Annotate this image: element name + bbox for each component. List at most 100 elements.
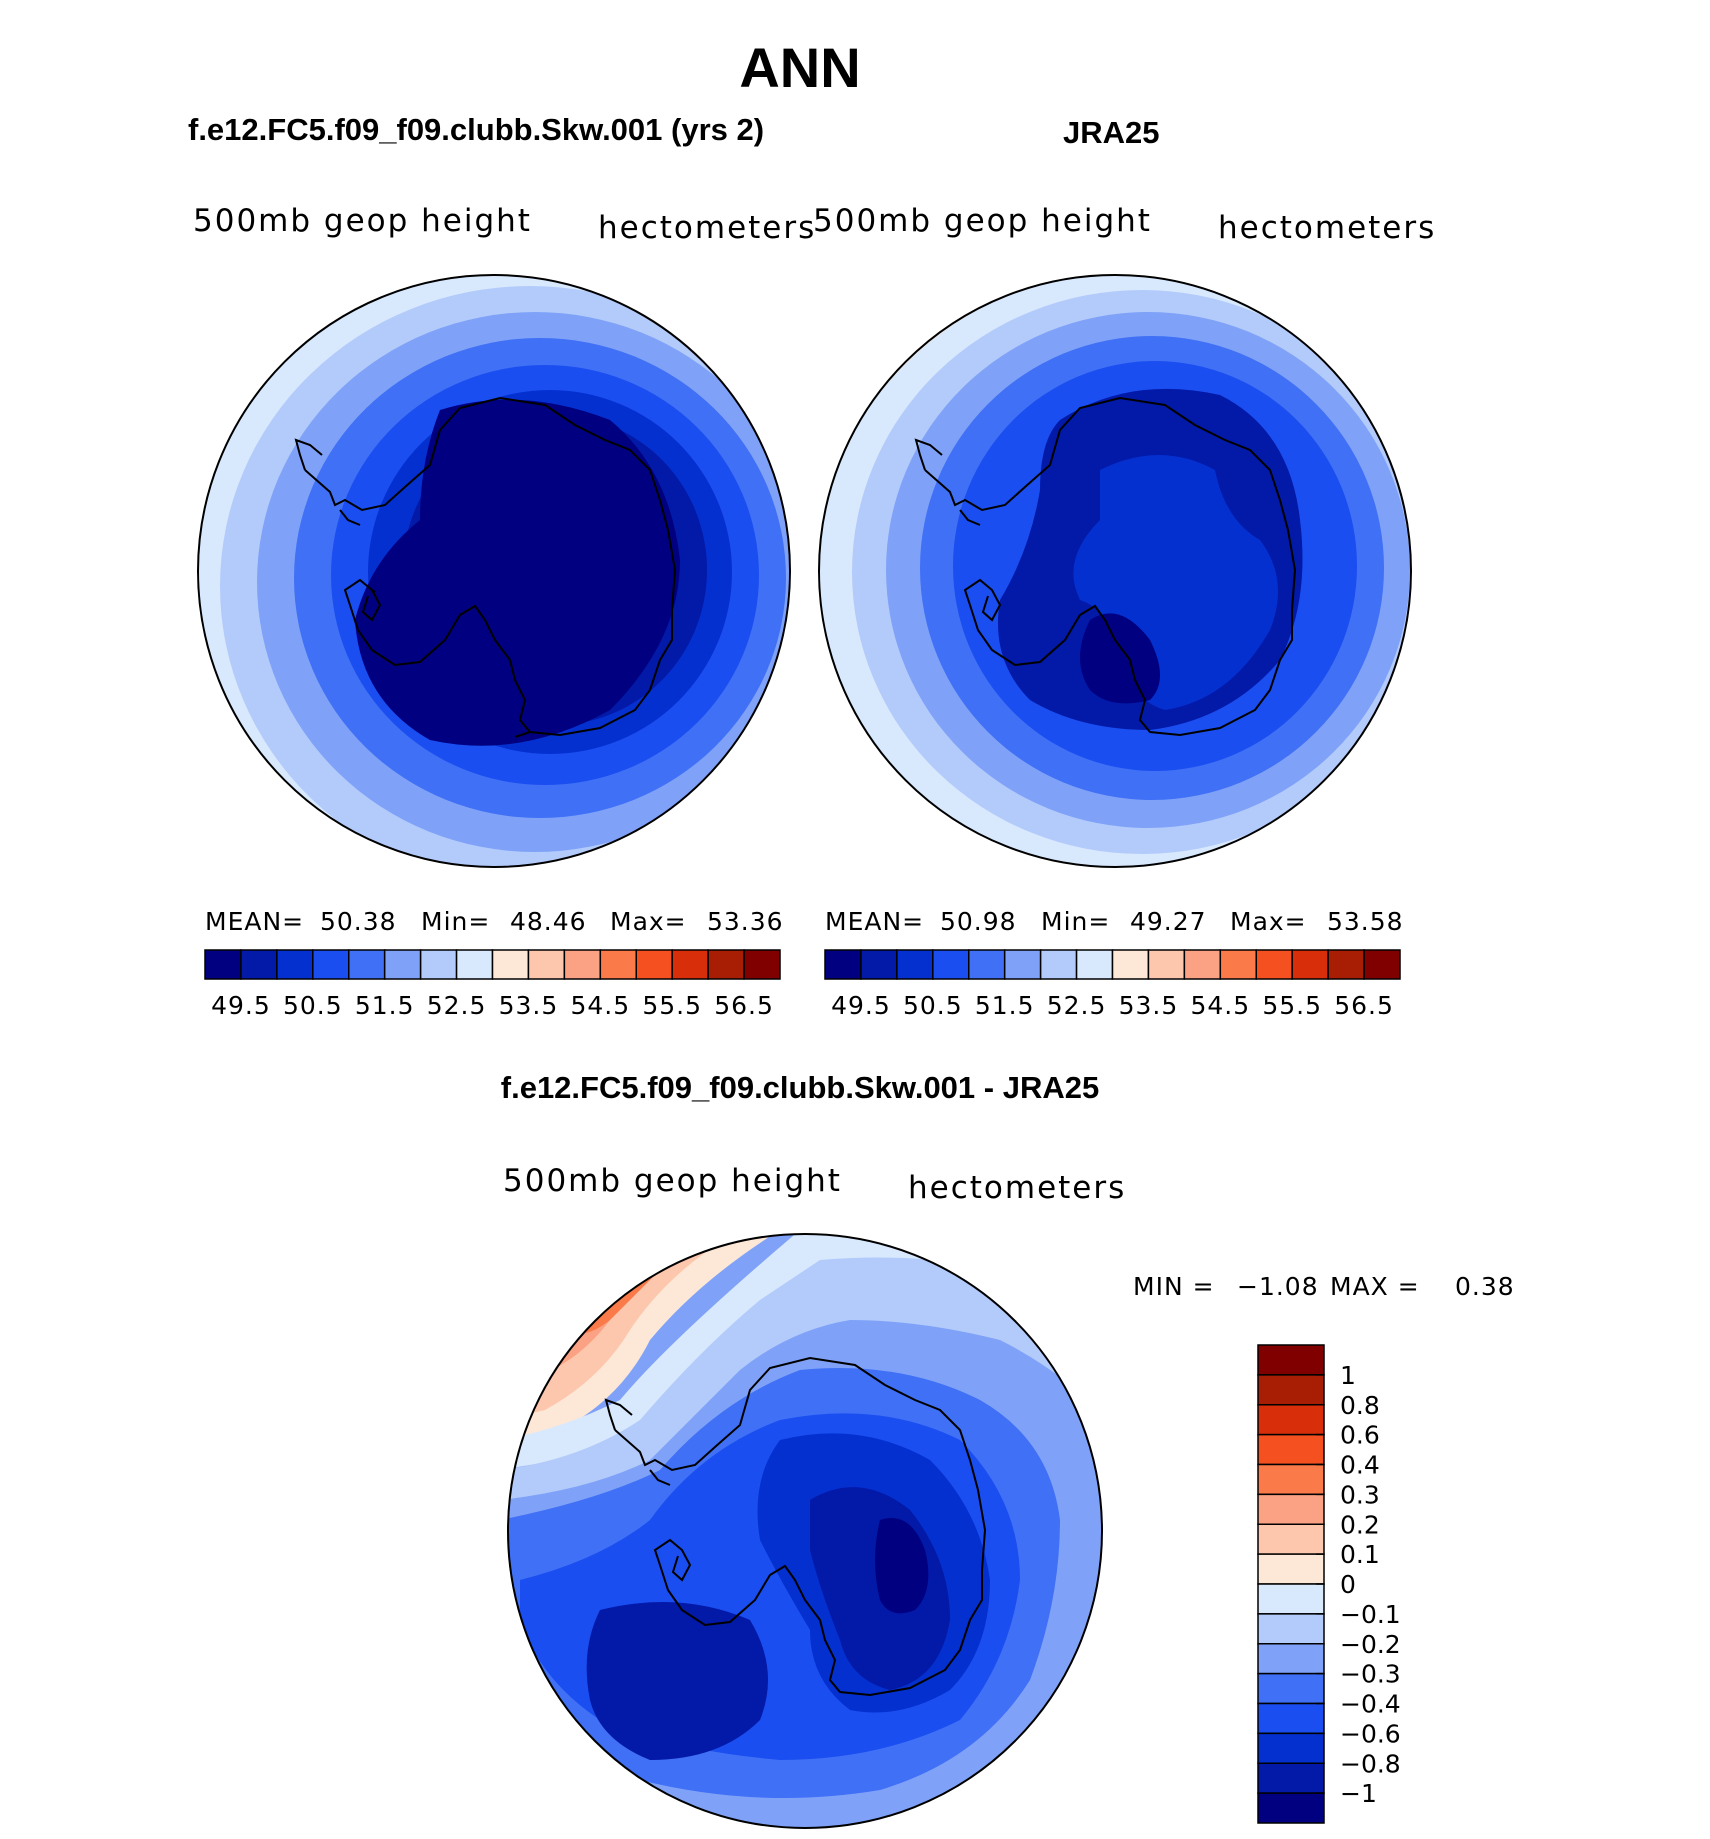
panel1-colorbar-swatch <box>635 949 673 980</box>
panel3-min-value: −1.08 <box>1237 1272 1319 1301</box>
panel1-antarctica-coastline <box>294 396 677 738</box>
panel2-antarctica-coastline <box>914 396 1297 737</box>
diff-colorbar-tick-label: 0.2 <box>1340 1510 1380 1539</box>
diff-colorbar-swatch <box>1257 1374 1325 1406</box>
diff-colorbar-tick-label: −0.4 <box>1340 1690 1401 1719</box>
panel2-min-label: Min= <box>1041 907 1111 936</box>
panel2-units-label: hectometers <box>1218 210 1437 246</box>
panel1-polar-map <box>198 275 790 867</box>
panel2-colorbar-swatch <box>860 949 898 980</box>
panel1-min-label: Min= <box>421 907 491 936</box>
diff-colorbar-tick-label: 0.4 <box>1340 1451 1380 1480</box>
panel1-colorbar-swatch <box>671 949 709 980</box>
panel1-colorbar-tick-label: 54.5 <box>570 991 630 1020</box>
diff-colorbar-swatch <box>1257 1792 1325 1824</box>
panel2-colorbar: 49.5 50.5 51.5 52.5 53.5 54.5 55.5 56.5 <box>824 949 1401 1020</box>
diff-colorbar-tick-label: −0.3 <box>1340 1660 1401 1689</box>
panel2-max-value: 53.58 <box>1327 907 1404 936</box>
diff-colorbar-tick-label: −1 <box>1340 1779 1377 1808</box>
panel2-colorbar-swatch <box>1363 949 1401 980</box>
diff-colorbar-swatch <box>1257 1643 1325 1675</box>
panel3-antarctica-coastline <box>604 1356 987 1697</box>
panel3-max-value: 0.38 <box>1455 1272 1515 1301</box>
panel2-colorbar-swatch <box>1147 949 1186 980</box>
panel1-colorbar-swatch <box>599 949 637 980</box>
panel1-units-label: hectometers <box>598 210 817 246</box>
panel2-colorbar-tick-label: 55.5 <box>1262 991 1322 1020</box>
diff-colorbar-tick-label: −0.6 <box>1340 1719 1401 1748</box>
diff-colorbar-swatch <box>1257 1762 1325 1794</box>
panel3-polar-map <box>508 1234 1102 1828</box>
diff-colorbar-swatch <box>1257 1463 1325 1496</box>
diff-colorbar: 10.80.60.40.30.20.10−0.1−0.2−0.3−0.4−0.6… <box>1257 1344 1401 1824</box>
panel2-colorbar-swatch <box>932 949 970 980</box>
panel2-min-value: 49.27 <box>1130 907 1207 936</box>
panel2-colorbar-tick-label: 49.5 <box>831 991 891 1020</box>
panel2-max-label: Max= <box>1230 907 1307 936</box>
panel2-mean-value: 50.98 <box>940 907 1017 936</box>
diff-colorbar-tick-label: 0.8 <box>1340 1391 1380 1420</box>
panel2-variable-label: 500mb geop height <box>813 203 1152 239</box>
panel1-colorbar-swatch <box>240 949 278 980</box>
panel2-colorbar-swatch <box>1111 949 1150 980</box>
diff-colorbar-tick-label: 0.1 <box>1340 1540 1380 1569</box>
panel1-colorbar-swatch <box>348 949 386 980</box>
diff-colorbar-swatch <box>1257 1732 1325 1764</box>
panel1-colorbar-tick-label: 51.5 <box>355 991 415 1020</box>
panel2-colorbar-tick-label: 54.5 <box>1190 991 1250 1020</box>
panel1-colorbar-tick-label: 55.5 <box>642 991 702 1020</box>
panel2-colorbar-swatch <box>1255 949 1293 980</box>
panel1-variable-label: 500mb geop height <box>193 203 532 239</box>
panel-title-model: f.e12.FC5.f09_f09.clubb.Skw.001 (yrs 2) <box>188 112 765 147</box>
panel2-polar-map <box>819 275 1411 867</box>
panel1-colorbar-tick-label: 50.5 <box>283 991 343 1020</box>
panel1-colorbar-swatch <box>491 949 530 980</box>
panel1-colorbar-swatch <box>563 949 602 980</box>
panel2-colorbar-swatch <box>1219 949 1257 980</box>
panel-title-diff: f.e12.FC5.f09_f09.clubb.Skw.001 - JRA25 <box>500 1070 1100 1105</box>
panel1-colorbar-swatch <box>276 949 314 980</box>
panel2-colorbar-swatch <box>1291 949 1329 980</box>
diff-colorbar-swatch <box>1257 1702 1325 1735</box>
panel2-colorbar-swatch <box>1003 949 1042 980</box>
panel1-colorbar-swatch <box>204 949 242 980</box>
panel1-colorbar-swatch <box>312 949 350 980</box>
figure-title: ANN <box>739 36 861 99</box>
panel1-max-value: 53.36 <box>707 907 784 936</box>
panel1-colorbar-swatch <box>743 949 781 980</box>
panel1-colorbar-swatch <box>383 949 422 980</box>
diff-colorbar-swatch <box>1257 1523 1325 1555</box>
panel2-colorbar-swatch <box>1039 949 1078 980</box>
panel3-units-label: hectometers <box>908 1170 1127 1206</box>
panel1-max-label: Max= <box>610 907 687 936</box>
panel3-variable-label: 500mb geop height <box>503 1163 842 1199</box>
diff-colorbar-swatch <box>1257 1672 1325 1705</box>
panel1-colorbar-swatch <box>455 949 494 980</box>
diff-colorbar-swatch <box>1257 1583 1325 1615</box>
panel2-colorbar-tick-label: 53.5 <box>1119 991 1179 1020</box>
panel3-min-label: MIN = <box>1133 1272 1215 1301</box>
diff-colorbar-tick-label: −0.1 <box>1340 1600 1401 1629</box>
panel2-map-border <box>818 274 1412 868</box>
panel2-colorbar-swatch <box>824 949 862 980</box>
panel1-colorbar-tick-label: 49.5 <box>211 991 271 1020</box>
panel1-min-value: 48.46 <box>510 907 587 936</box>
panel1-mean-label: MEAN= <box>205 907 305 936</box>
panel1-colorbar-swatch <box>419 949 458 980</box>
panel3-map-border <box>507 1233 1103 1829</box>
panel1-mean-value: 50.38 <box>320 907 397 936</box>
diff-colorbar-swatch <box>1257 1553 1325 1585</box>
panel1-colorbar-swatch <box>707 949 745 980</box>
diff-colorbar-tick-label: 1 <box>1340 1361 1356 1390</box>
panel2-colorbar-swatch <box>968 949 1006 980</box>
diff-colorbar-tick-label: 0.6 <box>1340 1421 1380 1450</box>
panel1-colorbar-tick-label: 53.5 <box>499 991 559 1020</box>
panel2-colorbar-swatch <box>1327 949 1365 980</box>
panel2-colorbar-tick-label: 50.5 <box>903 991 963 1020</box>
diff-colorbar-tick-label: −0.8 <box>1340 1749 1401 1778</box>
diff-colorbar-tick-label: −0.2 <box>1340 1630 1401 1659</box>
panel2-colorbar-swatch <box>1075 949 1114 980</box>
panel2-colorbar-swatch <box>1183 949 1222 980</box>
diff-colorbar-swatch <box>1257 1404 1325 1436</box>
